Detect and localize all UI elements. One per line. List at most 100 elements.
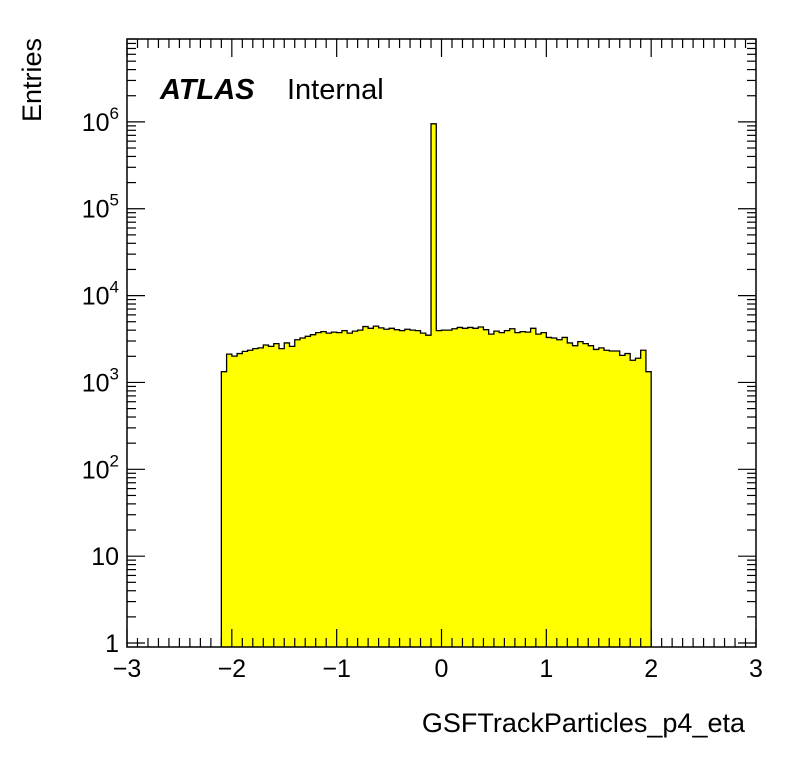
histogram-bar [583, 343, 589, 647]
histogram-bar [446, 330, 453, 647]
histogram-bar [645, 371, 652, 647]
histogram-bar [404, 329, 411, 647]
histogram-bar [263, 344, 269, 647]
histogram-bar [609, 351, 615, 647]
histogram-bar [530, 328, 537, 647]
histogram-bar [226, 354, 233, 647]
histogram-outline [220, 123, 652, 647]
histogram-bar [331, 332, 337, 647]
y-tick-label: 102 [82, 451, 119, 484]
histogram-bar [252, 348, 259, 647]
histogram-bar [556, 339, 563, 647]
histogram-bar [315, 332, 322, 647]
histogram-bar [368, 328, 374, 647]
histogram-bar [635, 358, 641, 647]
histogram-bar [483, 329, 489, 647]
x-tick-labels: −3 −2 −1 0 1 2 3 [113, 655, 763, 683]
histogram-bar [310, 334, 316, 647]
y-tick-label: 106 [82, 104, 119, 137]
x-tick-label: 0 [435, 655, 449, 683]
histogram-bar [221, 371, 227, 647]
histogram-bar [603, 350, 610, 647]
histogram-bar [514, 332, 521, 647]
atlas-label: ATLAS [159, 74, 255, 106]
histogram-bar [572, 345, 579, 647]
histogram-bar [284, 342, 290, 647]
histogram-bar [237, 353, 243, 647]
histogram-bar [305, 336, 311, 647]
histogram-bar [373, 326, 379, 647]
x-tick-label: −2 [218, 655, 247, 683]
histogram-bar [420, 333, 427, 647]
histogram-bar [551, 337, 558, 647]
histogram-bar [326, 333, 332, 647]
histogram-bar [415, 330, 421, 647]
histogram-bar [410, 330, 416, 647]
histogram-bar [436, 330, 442, 647]
histogram-bar [462, 328, 469, 647]
histogram-bar [268, 346, 275, 647]
y-tick-label: 10 [91, 543, 119, 571]
histogram-bar [352, 331, 358, 647]
y-tick-label: 104 [82, 278, 119, 311]
histogram-bar [577, 341, 584, 647]
histogram-bar [231, 356, 238, 647]
histogram-bar [509, 328, 516, 647]
histogram-bar [320, 331, 327, 647]
histogram-bar [399, 330, 406, 647]
histogram-bar [425, 335, 432, 647]
histogram-bar [341, 330, 348, 647]
histogram-bars [221, 123, 652, 648]
histogram-bar [394, 329, 400, 647]
y-tick-label: 103 [82, 364, 119, 397]
histogram-bar [493, 331, 500, 647]
y-tick-label: 105 [82, 191, 119, 224]
histogram-bar [389, 328, 395, 647]
x-tick-label: −3 [113, 655, 142, 683]
histogram-bar [242, 351, 248, 647]
histogram-bar [289, 346, 296, 647]
histogram-bar [640, 350, 647, 647]
histogram-bar [624, 353, 631, 647]
histogram-bar [441, 330, 448, 647]
histogram-bar [273, 343, 280, 647]
x-tick-label: −1 [322, 655, 351, 683]
histogram-bar [279, 348, 285, 647]
histogram-bar [247, 350, 254, 647]
histogram-bar [451, 328, 458, 647]
histogram-bar [383, 329, 390, 647]
histogram-bar [457, 327, 463, 647]
histogram-bar [431, 123, 437, 648]
histogram-bar [347, 333, 353, 647]
histogram-bar [541, 332, 547, 647]
histogram-bar [336, 332, 343, 647]
x-tick-label: 2 [644, 655, 658, 683]
histogram-bar [362, 326, 369, 647]
histogram-bar [258, 347, 264, 647]
x-tick-label: 1 [539, 655, 553, 683]
histogram-bar [499, 332, 505, 647]
histogram-bar [546, 337, 552, 647]
histogram-bar [378, 327, 385, 647]
histogram-bar [562, 337, 568, 647]
histogram-bar [504, 330, 510, 647]
histogram-bar [588, 345, 594, 647]
histogram-bar [614, 351, 621, 647]
histogram-bar [535, 334, 542, 647]
y-tick-labels: 1 10 102 103 104 105 106 [82, 104, 119, 658]
internal-label: Internal [287, 74, 384, 106]
histogram-bar [299, 337, 306, 647]
histogram-bar [619, 355, 626, 647]
histogram-bar [467, 327, 474, 647]
histogram-bar [630, 360, 636, 647]
y-tick-label: 1 [105, 630, 119, 658]
plot-frame [126, 38, 757, 648]
histogram-bar [472, 328, 479, 647]
x-axis-title: GSFTrackParticles_p4_eta [422, 708, 746, 738]
histogram-bar [294, 339, 301, 647]
histogram-bar [593, 349, 600, 647]
histogram-bar [357, 330, 364, 647]
x-tick-label: 3 [749, 655, 763, 683]
y-axis-title: Entries [17, 38, 47, 122]
